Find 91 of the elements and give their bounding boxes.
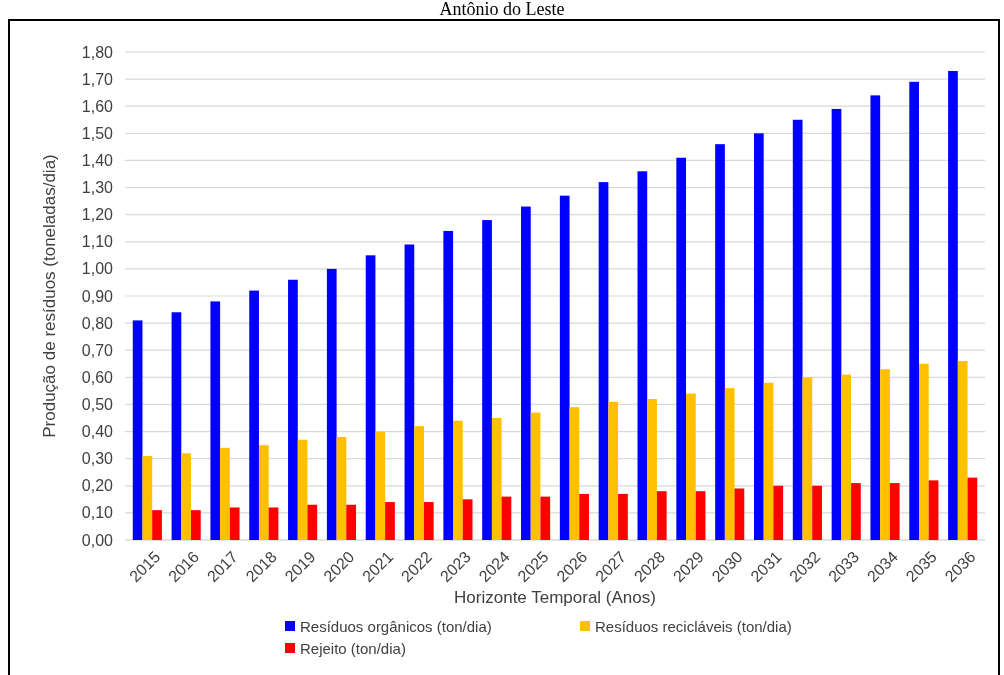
- bar: [326, 268, 337, 540]
- bar: [521, 206, 531, 540]
- bar: [647, 399, 657, 540]
- bar: [365, 255, 376, 540]
- bar: [443, 230, 454, 540]
- bar: [569, 407, 580, 540]
- y-tick-label: 0,80: [81, 314, 114, 332]
- bar: [530, 412, 541, 540]
- bar: [249, 290, 259, 540]
- bar: [734, 488, 745, 540]
- bar: [414, 426, 424, 540]
- bar: [385, 502, 395, 540]
- bar: [948, 70, 958, 540]
- bar: [336, 436, 347, 540]
- bar: [967, 477, 978, 540]
- bar: [579, 493, 589, 540]
- bar: [763, 382, 774, 540]
- bar: [812, 485, 822, 540]
- bar: [501, 496, 512, 540]
- bar: [191, 510, 201, 540]
- legend-label: Resíduos recicláveis (ton/dia): [595, 618, 792, 636]
- bar: [773, 485, 784, 540]
- x-axis-title: Horizonte Temporal (Anos): [454, 588, 656, 607]
- bar: [288, 279, 298, 540]
- legend-label: Rejeito (ton/dia): [300, 640, 406, 658]
- bar: [802, 377, 813, 540]
- bar: [346, 504, 357, 540]
- bar: [375, 431, 386, 540]
- bar: [792, 119, 803, 540]
- bar: [957, 361, 968, 540]
- bar: [909, 81, 919, 540]
- bar: [152, 510, 162, 540]
- bar: [181, 453, 191, 540]
- bar: [229, 507, 240, 540]
- bar: [880, 369, 890, 540]
- bar: [171, 312, 182, 540]
- bar: [753, 133, 764, 540]
- bar: [928, 480, 939, 540]
- bar: [870, 95, 881, 540]
- y-tick-label: 0,90: [81, 287, 114, 305]
- y-tick-label: 1,50: [81, 124, 114, 142]
- y-tick-label: 1,10: [81, 233, 114, 251]
- bar: [676, 157, 687, 540]
- y-tick-label: 1,30: [81, 179, 114, 197]
- bar: [453, 420, 463, 540]
- bar: [482, 220, 492, 540]
- bar: [307, 504, 318, 540]
- bar: [841, 374, 852, 540]
- bar: [258, 445, 269, 540]
- bar: [220, 447, 230, 540]
- bar: [132, 320, 143, 540]
- bar: [268, 507, 279, 540]
- y-tick-label: 0,10: [81, 504, 114, 522]
- bar: [618, 493, 628, 540]
- bar: [715, 144, 725, 540]
- y-tick-label: 1,20: [81, 206, 114, 224]
- bar: [297, 439, 308, 540]
- y-tick-label: 0,50: [81, 396, 114, 414]
- y-tick-label: 0,30: [81, 450, 114, 468]
- y-tick-label: 1,40: [81, 152, 114, 170]
- y-tick-label: 0,20: [81, 477, 114, 495]
- y-tick-label: 1,00: [81, 260, 114, 278]
- y-tick-label: 0,60: [81, 368, 114, 386]
- bar: [851, 483, 861, 540]
- bar: [598, 182, 609, 540]
- bar: [142, 455, 153, 540]
- bar: [423, 502, 434, 540]
- bar: [559, 195, 570, 540]
- y-tick-label: 1,60: [81, 97, 114, 115]
- bar: [608, 401, 619, 540]
- bar: [831, 108, 842, 540]
- bar: [656, 491, 667, 540]
- bar: [919, 363, 929, 540]
- y-tick-label: 1,70: [81, 70, 114, 88]
- bar: [695, 491, 706, 540]
- bar: [491, 418, 502, 540]
- legend-label: Resíduos orgânicos (ton/dia): [300, 618, 492, 636]
- y-tick-label: 0,70: [81, 341, 114, 359]
- bar: [724, 388, 735, 540]
- bar: [686, 393, 696, 540]
- y-axis-title: Produção de resíduos (toneladas/dia): [40, 154, 59, 438]
- chart-title: Antônio do Leste: [439, 0, 565, 19]
- bar: [540, 496, 551, 540]
- y-tick-label: 0,40: [81, 423, 114, 441]
- bar: [637, 171, 648, 540]
- bar: [889, 483, 900, 540]
- bar: [404, 244, 415, 540]
- y-tick-label: 1,80: [81, 43, 114, 61]
- bar: [210, 301, 221, 540]
- y-tick-label: 0,00: [81, 531, 114, 549]
- bar: [462, 499, 473, 540]
